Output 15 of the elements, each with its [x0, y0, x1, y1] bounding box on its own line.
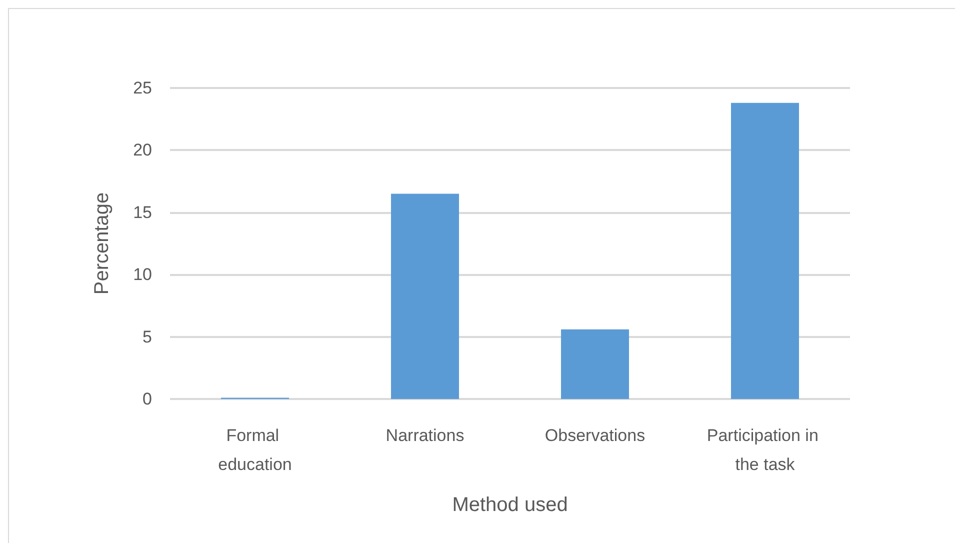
x-tick-label: Formal education — [218, 426, 292, 474]
y-tick-label: 10 — [133, 265, 152, 284]
x-tick-label: Participation in the task — [706, 426, 824, 474]
y-axis-title: Percentage — [91, 192, 113, 295]
y-tick-label: 20 — [133, 140, 152, 160]
bar — [731, 102, 799, 399]
y-tick-label: 25 — [133, 78, 152, 98]
x-tick-label: Narrations — [386, 426, 464, 445]
y-tick-label: 5 — [142, 327, 152, 346]
x-axis-title: Method used — [452, 494, 568, 516]
y-tick-label: 0 — [142, 390, 152, 408]
x-tick-label: Observations — [544, 426, 646, 445]
bar — [391, 194, 459, 399]
y-tick-label: 15 — [133, 202, 152, 222]
bar — [561, 329, 629, 399]
